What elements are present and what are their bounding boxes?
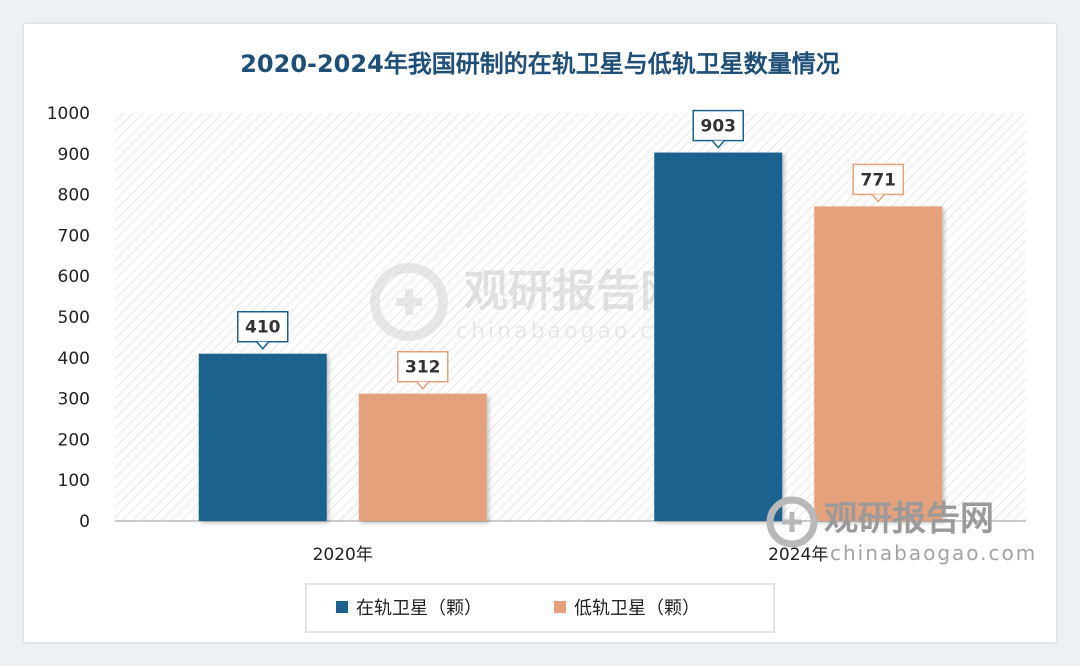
center-watermark: 观研报告网 chinabaogao.com [370,263,696,344]
bars [198,152,943,522]
x-axis-categories: 2020年 2024年 [313,545,829,565]
watermark-logo-icon [370,263,448,341]
y-tick-label: 700 [58,226,90,246]
bar [814,206,943,521]
corner-watermark-brand: 观研报告网 [824,499,994,539]
bar [198,353,327,521]
y-tick-label: 200 [58,430,90,450]
data-label-pointer [416,381,430,390]
y-tick-label: 0 [79,512,90,532]
legend: 在轨卫星（颗） 低轨卫星（颗） [305,583,775,633]
y-tick-label: 900 [58,145,90,165]
legend-label-low-orbit: 低轨卫星（颗） [574,598,700,619]
y-tick-label: 300 [58,390,90,410]
data-label-pointer [711,140,725,149]
y-axis: 0 100 200 300 400 500 600 700 800 900 1000 [47,104,90,532]
data-label-pointer [871,193,885,203]
corner-watermark-url: chinabaogao.com [830,541,1037,565]
y-tick-label: 1000 [47,104,90,124]
data-label-box [397,350,449,383]
y-tick-label: 800 [58,186,90,206]
watermark-brand: 观研报告网 [464,266,684,317]
watermark-url: chinabaogao.com [456,319,696,344]
data-label: 771 [861,170,897,190]
chart-frame: 2020-2024年我国研制的在轨卫星与低轨卫星数量情况 0 100 200 300 4… [24,24,1056,642]
legend-swatch-low-orbit [554,601,566,613]
y-tick-label: 500 [58,308,90,328]
bar [654,152,783,522]
legend-box [305,583,775,633]
bar [358,393,487,521]
data-label: 410 [245,318,281,338]
x-tick-label: 2024年 [768,545,828,565]
legend-swatch-on-orbit [336,601,348,613]
data-label: 903 [701,117,737,137]
data-label-pointer [256,341,270,350]
corner-watermark: 观研报告网 chinabaogao.com [766,496,1037,565]
y-tick-label: 100 [58,471,90,491]
chart-title: 2020-2024年我国研制的在轨卫星与低轨卫星数量情况 [240,50,840,78]
data-label-box [692,109,744,142]
legend-label-on-orbit: 在轨卫星（颗） [356,598,482,619]
bar-chart: 2020-2024年我国研制的在轨卫星与低轨卫星数量情况 0 100 200 300 4… [47,50,1037,633]
data-label: 312 [405,358,441,378]
data-labels: 410 312 903 771 [237,109,904,390]
corner-watermark-logo-icon [766,496,818,548]
x-tick-label: 2020年 [313,545,373,565]
y-tick-label: 600 [58,267,90,287]
y-tick-label: 400 [58,349,90,369]
